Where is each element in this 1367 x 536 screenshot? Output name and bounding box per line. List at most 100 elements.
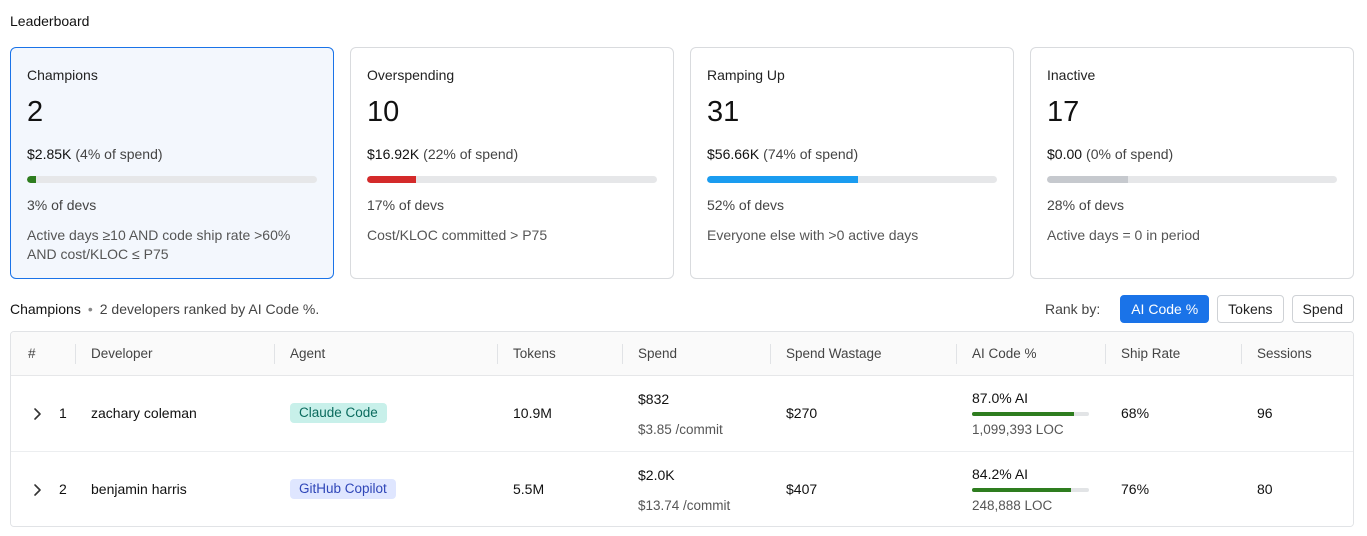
card-label: Overspending [367, 67, 455, 83]
ai-code-bar-fill [972, 488, 1071, 492]
card-progress-fill [27, 176, 36, 183]
ai-code-bar [972, 412, 1089, 416]
card-spend-percent: (22% of spend) [423, 146, 519, 162]
leaderboard-subheader: Champions • 2 developers ranked by AI Code… [10, 294, 1354, 324]
chevron-right-icon[interactable] [31, 406, 45, 422]
table-row[interactable]: 2 benjamin harris GitHub Copilot 5.5M $2… [11, 452, 1353, 526]
subheader-segment: Champions [10, 301, 81, 317]
card-progress-bar [27, 176, 317, 183]
column-divider [497, 344, 498, 364]
ai-code-bar-fill [972, 412, 1074, 416]
card-spend-percent: (0% of spend) [1086, 146, 1174, 162]
column-header-ai-code[interactable]: AI Code % [972, 346, 1037, 361]
card-spend-amount: $0.00 [1047, 146, 1083, 162]
card-champions[interactable]: Champions 2 $2.85K (4% of spend) 3% of de… [10, 47, 334, 279]
card-progress-fill [367, 176, 417, 183]
card-description: Active days ≥10 AND code ship rate >60% … [27, 227, 291, 262]
row-spend: $2.0K [638, 467, 675, 483]
card-spend: $0.00 (0% of spend) [1047, 146, 1173, 162]
column-divider [770, 344, 771, 364]
card-overspending[interactable]: Overspending 10 $16.92K (22% of spend) 17… [350, 47, 674, 279]
card-spend: $16.92K (22% of spend) [367, 146, 518, 162]
column-divider [956, 344, 957, 364]
rank-by-label: Rank by: [1044, 301, 1101, 317]
column-divider [622, 344, 623, 364]
card-count: 10 [367, 96, 400, 128]
row-rank: 1 [59, 405, 67, 421]
card-devs-percent: 3% of devs [27, 197, 97, 213]
card-description: Active days = 0 in period [1047, 227, 1200, 243]
rank-tokens-button[interactable]: Tokens [1217, 295, 1284, 323]
card-progress-bar [707, 176, 997, 183]
card-progress-fill [707, 176, 858, 183]
card-progress-bar [367, 176, 657, 183]
row-rank: 2 [59, 481, 67, 497]
row-developer: benjamin harris [91, 481, 187, 497]
column-header-agent[interactable]: Agent [290, 346, 326, 361]
row-spend-wastage: $407 [786, 481, 818, 497]
card-count: 17 [1047, 96, 1080, 128]
row-ship-rate: 76% [1121, 481, 1150, 497]
page-title: Leaderboard [10, 13, 90, 29]
card-ramping-up[interactable]: Ramping Up 31 $56.66K (74% of spend) 52% … [690, 47, 1014, 279]
row-loc: 248,888 LOC [972, 498, 1053, 513]
row-sessions: 96 [1257, 405, 1273, 421]
card-spend-percent: (4% of spend) [75, 146, 163, 162]
card-spend: $2.85K (4% of spend) [27, 146, 163, 162]
card-description: Everyone else with >0 active days [707, 227, 919, 243]
subheader-description: 2 developers ranked by AI Code %. [99, 301, 320, 317]
row-spend-wastage: $270 [786, 405, 818, 421]
rank-spend-button[interactable]: Spend [1291, 295, 1354, 323]
segment-cards: Champions 2 $2.85K (4% of spend) 3% of de… [10, 47, 1354, 279]
rank-by-control: Rank by: AI Code % Tokens Spend [1045, 295, 1354, 323]
row-ship-rate: 68% [1121, 405, 1150, 421]
row-ai-code-percent: 84.2% AI [972, 466, 1029, 482]
subheader-summary: Champions • 2 developers ranked by AI Code… [10, 301, 319, 317]
card-progress-fill [1047, 176, 1129, 183]
card-spend: $56.66K (74% of spend) [707, 146, 858, 162]
column-header-spend[interactable]: Spend [638, 346, 678, 361]
rank-ai-code-button[interactable]: AI Code % [1120, 295, 1210, 323]
row-spend: $832 [638, 391, 670, 407]
row-spend-per-commit: $13.74 /commit [638, 498, 731, 513]
card-label: Inactive [1047, 67, 1096, 83]
row-sessions: 80 [1257, 481, 1273, 497]
card-count: 31 [707, 96, 740, 128]
column-header-ship-rate[interactable]: Ship Rate [1121, 346, 1181, 361]
column-divider [274, 344, 275, 364]
card-spend-percent: (74% of spend) [763, 146, 859, 162]
row-tokens: 10.9M [513, 405, 552, 421]
row-tokens: 5.5M [513, 481, 545, 497]
agent-badge: Claude Code [290, 403, 387, 423]
card-devs-percent: 52% of devs [707, 197, 785, 213]
ai-code-bar [972, 488, 1089, 492]
card-inactive[interactable]: Inactive 17 $0.00 (0% of spend) 28% of de… [1030, 47, 1354, 279]
column-divider [75, 344, 76, 364]
row-loc: 1,099,393 LOC [972, 422, 1064, 437]
card-label: Champions [27, 67, 98, 83]
table-header: # Developer Agent Tokens Spend Spend Was… [11, 332, 1353, 376]
column-header-sessions[interactable]: Sessions [1257, 346, 1312, 361]
subheader-separator: • [87, 301, 93, 317]
card-progress-bar [1047, 176, 1337, 183]
table-row[interactable]: 1 zachary coleman Claude Code 10.9M $832… [11, 376, 1353, 452]
column-header-rank: # [28, 346, 36, 361]
row-ai-code-percent: 87.0% AI [972, 390, 1029, 406]
chevron-right-icon[interactable] [31, 482, 45, 498]
card-spend-amount: $56.66K [707, 146, 760, 162]
column-header-developer[interactable]: Developer [91, 346, 153, 361]
card-spend-amount: $2.85K [27, 146, 72, 162]
column-divider [1241, 344, 1242, 364]
card-devs-percent: 28% of devs [1047, 197, 1125, 213]
agent-badge: GitHub Copilot [290, 479, 396, 499]
row-spend-per-commit: $3.85 /commit [638, 422, 723, 437]
row-developer: zachary coleman [91, 405, 197, 421]
leaderboard-table: # Developer Agent Tokens Spend Spend Was… [10, 331, 1354, 527]
column-header-spend-wastage[interactable]: Spend Wastage [786, 346, 882, 361]
column-header-tokens[interactable]: Tokens [513, 346, 556, 361]
card-devs-percent: 17% of devs [367, 197, 445, 213]
card-spend-amount: $16.92K [367, 146, 420, 162]
card-count: 2 [27, 96, 44, 128]
column-divider [1105, 344, 1106, 364]
card-description: Cost/KLOC committed > P75 [367, 227, 548, 243]
